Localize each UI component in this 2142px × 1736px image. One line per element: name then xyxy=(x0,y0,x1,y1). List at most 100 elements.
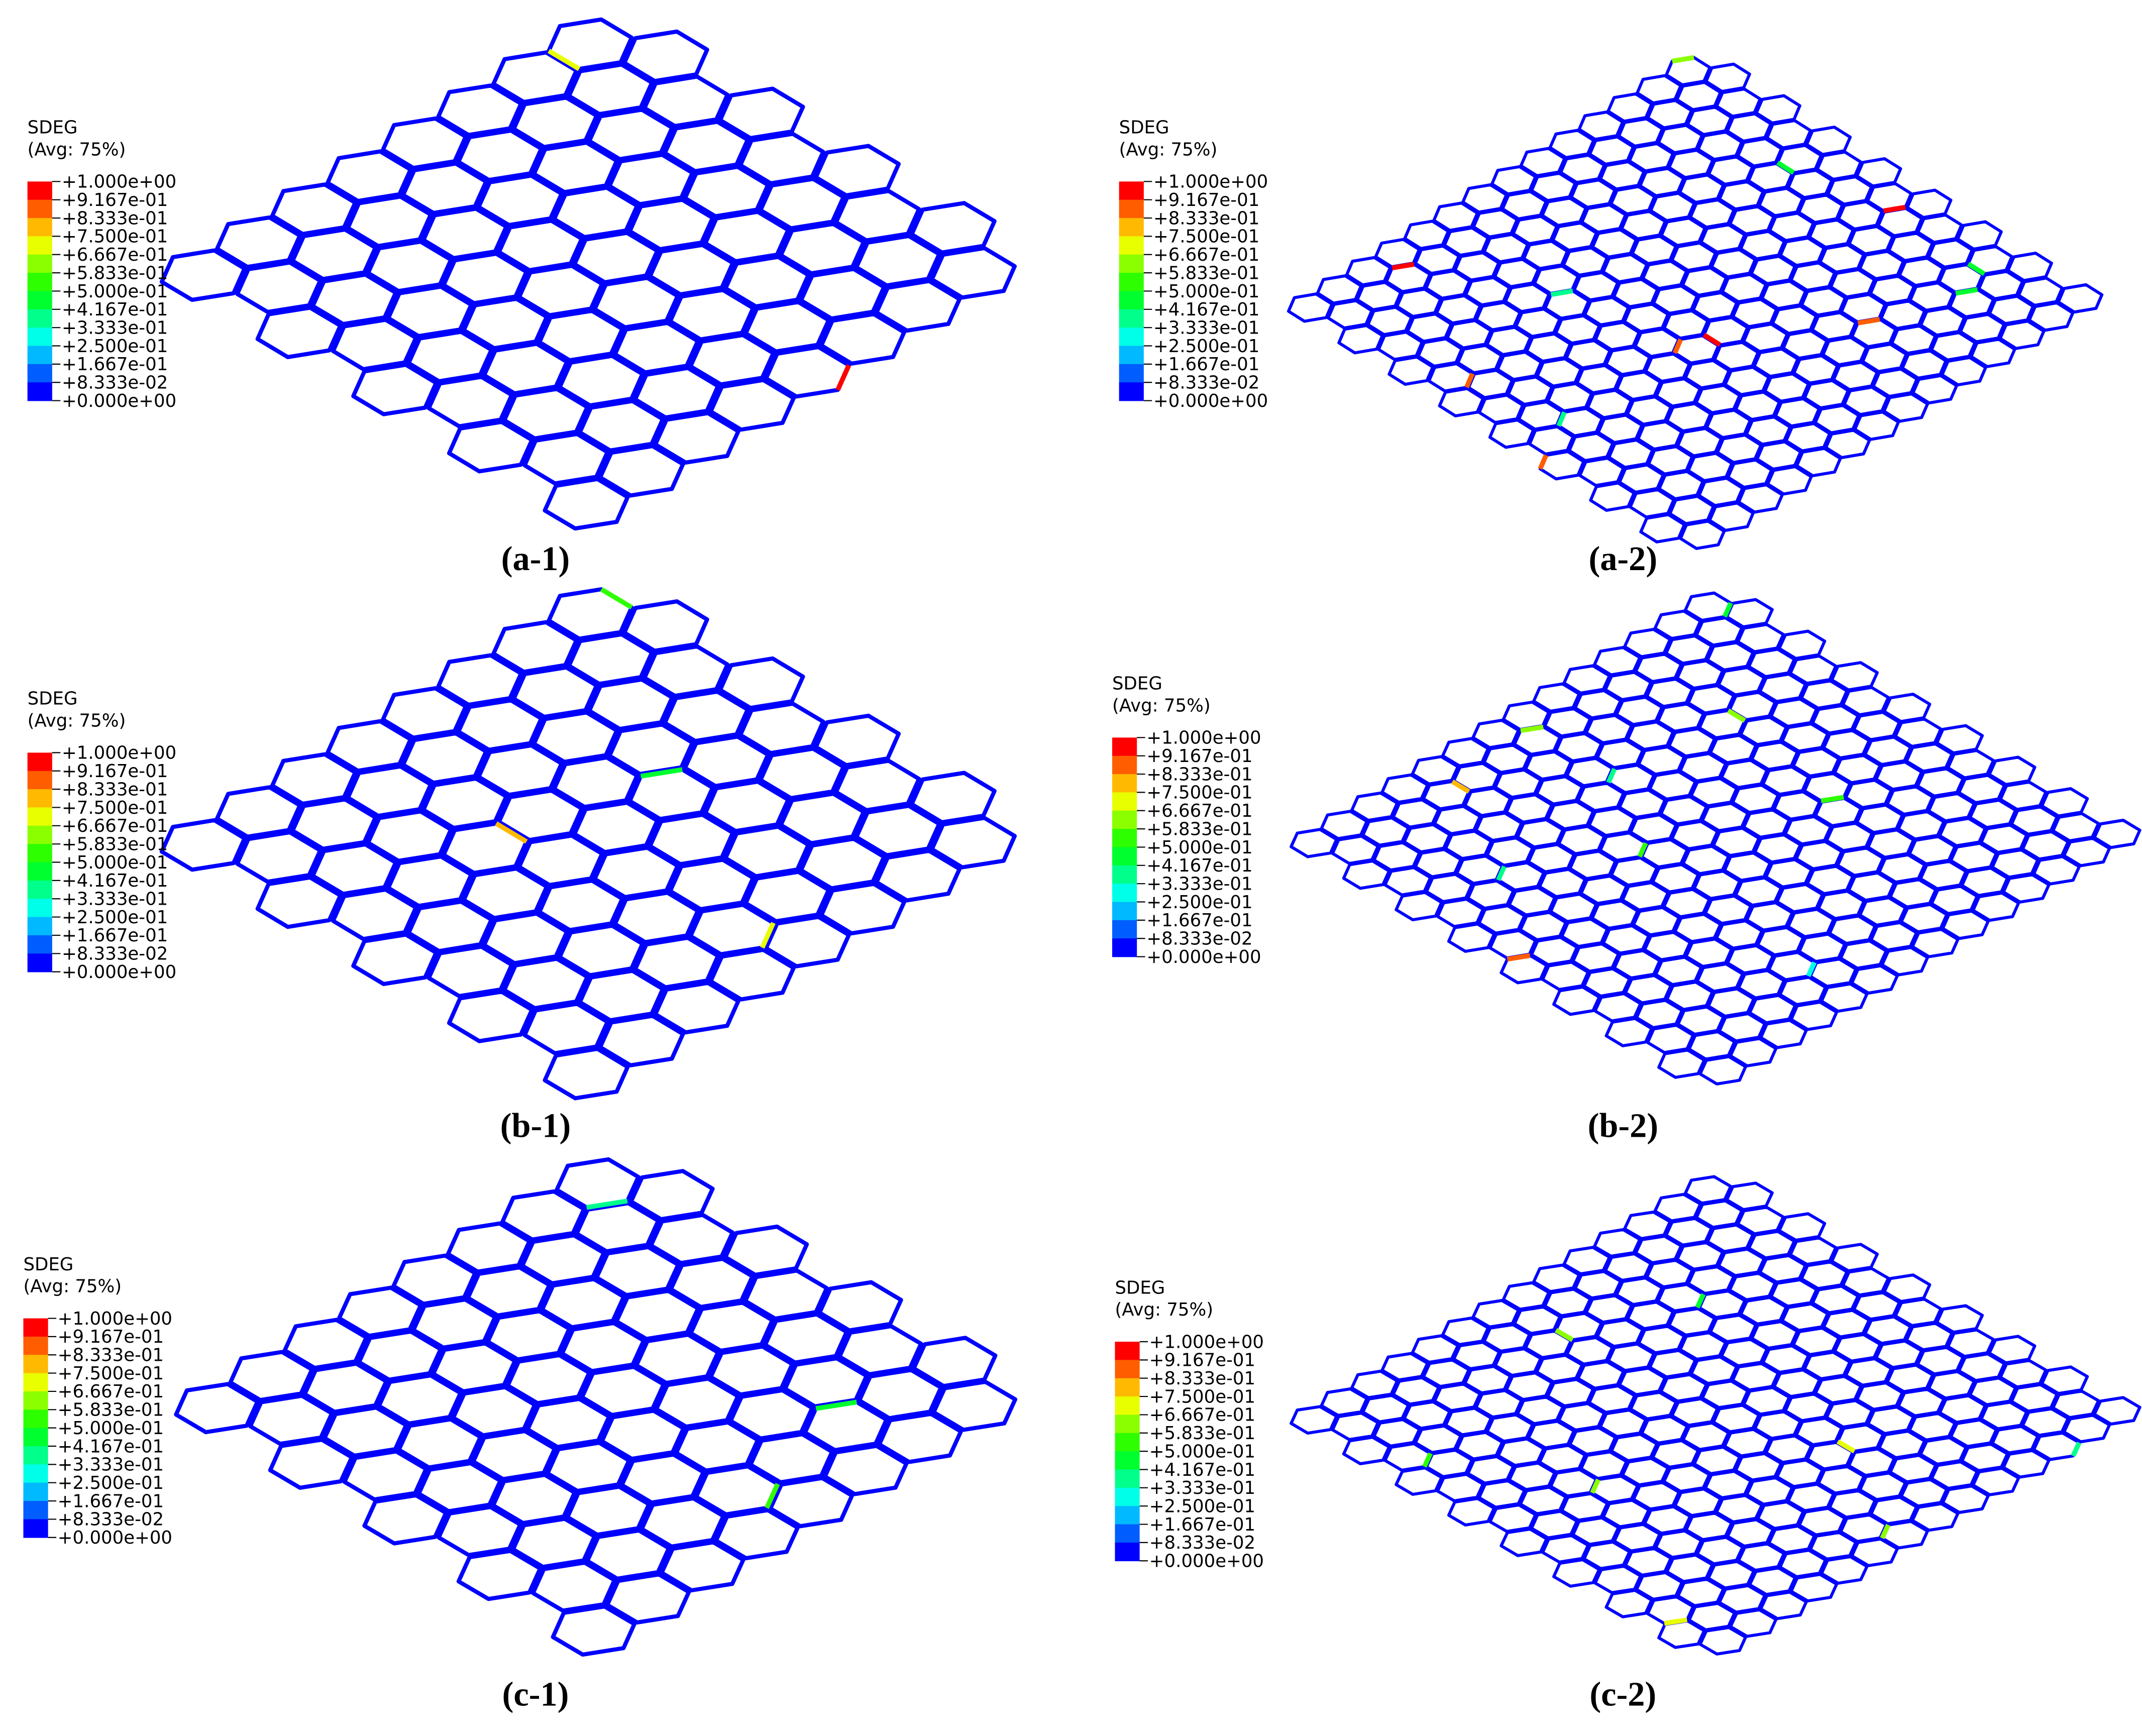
legend-band xyxy=(27,291,52,310)
legend-title: SDEG xyxy=(1119,118,1169,138)
damaged-element xyxy=(1722,602,1733,618)
legend-band xyxy=(27,752,52,772)
legend-band xyxy=(27,236,52,255)
damaged-element xyxy=(495,821,528,844)
mesh-lines xyxy=(1287,56,2104,550)
legend-label: +4.167e-01 xyxy=(62,299,168,320)
legend-band xyxy=(1119,328,1144,347)
legend-band xyxy=(1119,199,1144,219)
legend-band xyxy=(23,1519,48,1538)
legend-band xyxy=(27,807,52,826)
legend-band xyxy=(27,953,52,972)
legend-band xyxy=(1119,254,1144,273)
damaged-element xyxy=(1857,317,1880,325)
legend-label: +1.000e+00 xyxy=(1153,172,1268,192)
damaged-element xyxy=(1538,454,1549,470)
legend-band xyxy=(1119,309,1144,328)
legend-label: +8.333e-02 xyxy=(62,373,168,393)
legend-label: +2.500e-01 xyxy=(58,1473,164,1493)
legend-band xyxy=(27,273,52,292)
legend-band xyxy=(1119,382,1144,401)
legend-label: +0.000e+00 xyxy=(1153,391,1268,411)
legend-label: +1.000e+00 xyxy=(58,1309,172,1329)
caption: (c-1) xyxy=(502,1675,569,1713)
legend-label: +5.000e-01 xyxy=(62,281,168,302)
legend-label: +5.833e-01 xyxy=(1149,1423,1255,1444)
legend-band xyxy=(1112,920,1137,939)
damaged-element xyxy=(1664,1617,1688,1626)
legend-label: +7.500e-01 xyxy=(62,798,168,818)
legend-label: +5.833e-01 xyxy=(58,1400,164,1421)
legend-band xyxy=(1119,364,1144,383)
legend-label: +1.667e-01 xyxy=(62,354,168,375)
legend-label: +8.333e-02 xyxy=(1153,373,1259,393)
legend-band xyxy=(1112,865,1137,884)
legend-label: +8.333e-02 xyxy=(58,1509,164,1530)
legend-label: +8.333e-02 xyxy=(1146,929,1252,949)
damaged-element xyxy=(835,364,851,391)
legend-label: +6.667e-01 xyxy=(1149,1405,1255,1426)
damaged-element xyxy=(1464,373,1475,388)
legend-title: SDEG xyxy=(1115,1277,1165,1298)
legend-label: +1.667e-01 xyxy=(62,925,168,946)
legend-band xyxy=(1119,181,1144,200)
caption: (a-1) xyxy=(501,539,570,578)
legend-band xyxy=(27,181,52,200)
legend-band xyxy=(23,1355,48,1374)
legend-band xyxy=(1112,938,1137,957)
caption: (b-2) xyxy=(1588,1107,1658,1145)
legend-label: +2.500e-01 xyxy=(1153,336,1259,357)
legend-band xyxy=(23,1501,48,1520)
legend-label: +1.000e+00 xyxy=(62,743,176,764)
legend-title: SDEG xyxy=(28,689,78,709)
legend-band xyxy=(1115,1378,1140,1397)
damaged-element xyxy=(765,1483,780,1509)
legend-band xyxy=(27,364,52,383)
legend-label: +2.500e-01 xyxy=(62,336,168,357)
legend-label: +9.167e-01 xyxy=(58,1327,164,1347)
damaged-element xyxy=(1606,768,1617,784)
legend-label: +6.667e-01 xyxy=(1146,801,1252,821)
legend-band xyxy=(27,309,52,328)
legend-label: +3.333e-01 xyxy=(62,317,168,338)
legend-band xyxy=(27,199,52,219)
legend-band xyxy=(1115,1433,1140,1452)
legend-band xyxy=(27,382,52,401)
caption: (c-2) xyxy=(1589,1675,1656,1713)
legend-label: +8.333e-01 xyxy=(62,779,168,800)
legend-band xyxy=(23,1428,48,1447)
legend-band xyxy=(1112,755,1137,775)
legend-band xyxy=(1119,346,1144,365)
legend-band xyxy=(1112,774,1137,793)
legend-band xyxy=(1115,1469,1140,1488)
damaged-element xyxy=(1836,1439,1856,1454)
legend-label: +5.833e-01 xyxy=(62,834,168,854)
damaged-element xyxy=(1451,779,1470,794)
legend-band xyxy=(1112,884,1137,903)
legend-label: +5.833e-01 xyxy=(62,263,168,283)
damaged-element xyxy=(1391,262,1415,271)
legend-label: +6.667e-01 xyxy=(1153,245,1259,265)
damaged-element xyxy=(1507,953,1531,962)
legend-band xyxy=(27,218,52,237)
legend-label: +8.333e-01 xyxy=(62,208,168,229)
damaged-element xyxy=(1883,204,1906,213)
legend-band xyxy=(1112,810,1137,829)
legend-label: +7.500e-01 xyxy=(1153,227,1259,247)
legend-band xyxy=(27,789,52,808)
legend-label: +7.500e-01 xyxy=(1149,1386,1255,1407)
panel: SDEG(Avg: 75%)+1.000e+00+9.167e-01+8.333… xyxy=(1119,55,2104,578)
legend-label: +0.000e+00 xyxy=(1146,947,1261,967)
legend-subtitle: (Avg: 75%) xyxy=(1115,1299,1213,1320)
legend-label: +7.500e-01 xyxy=(58,1363,164,1384)
damaged-element xyxy=(1637,842,1648,858)
legend-label: +9.167e-01 xyxy=(62,761,168,782)
legend-band xyxy=(27,825,52,844)
legend-band xyxy=(1112,792,1137,811)
legend-band xyxy=(27,917,52,936)
legend-label: +4.167e-01 xyxy=(58,1436,164,1457)
damaged-element xyxy=(600,587,633,610)
legend-subtitle: (Avg: 75%) xyxy=(1119,139,1218,160)
legend-title: SDEG xyxy=(28,118,78,138)
